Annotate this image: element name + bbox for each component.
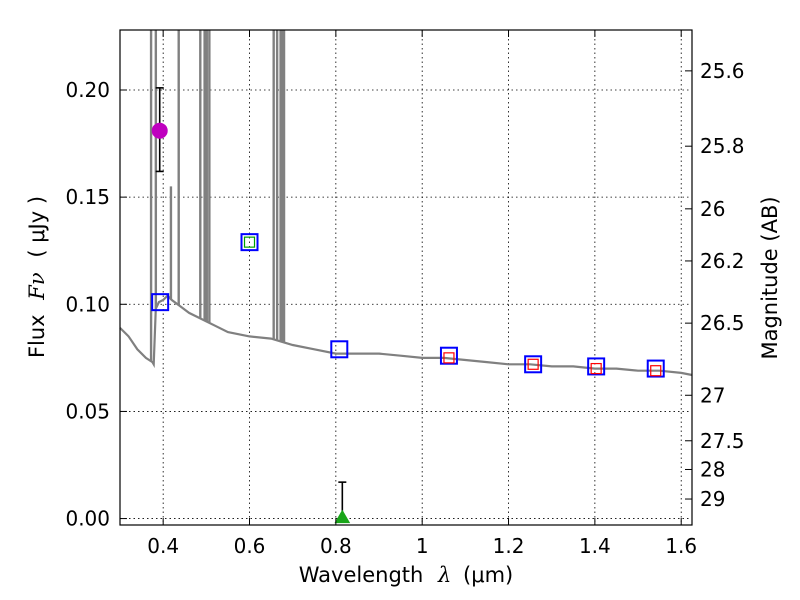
- observed-point: [151, 122, 168, 139]
- x-tick-label: 1: [416, 534, 429, 558]
- model-photometry-square: [151, 293, 170, 312]
- synthetic-photometry-square: [590, 362, 602, 375]
- magnitude-axis-label: Magnitude (AB): [758, 196, 782, 359]
- model-photometry: [151, 233, 665, 378]
- magnitude-tick-label: 27: [700, 383, 725, 407]
- y-axis-label: Flux Fν ( μJy ): [25, 196, 49, 358]
- model-photometry-square: [587, 357, 606, 376]
- y-ticks: 0.00 0.05 0.10 0.15 0.20: [65, 78, 127, 531]
- y-axis-label-unit: ( μJy ): [25, 196, 49, 258]
- y-axis-label-symbol: Fν: [25, 272, 49, 301]
- model-photometry-square: [646, 359, 665, 378]
- magnitude-tick-label: 29: [700, 487, 725, 511]
- x-axis-label-symbol: λ: [437, 563, 451, 587]
- magnitude-tick-label: 26: [700, 197, 725, 221]
- synthetic-photometry-square: [243, 236, 256, 248]
- magnitude-tick-label: 26.2: [700, 249, 745, 273]
- x-tick-label: 0.8: [320, 534, 352, 558]
- x-axis-label: Wavelength λ (μm): [299, 563, 513, 587]
- x-axis-label-unit: (μm): [463, 563, 513, 587]
- x-tick-label: 0.4: [147, 534, 179, 558]
- x-tick-label: 0.6: [234, 534, 266, 558]
- emission-lines: [149, 30, 286, 362]
- synthetic-photometry-square: [527, 358, 539, 370]
- x-tick-label: 1.4: [579, 534, 611, 558]
- model-photometry-square: [524, 355, 543, 374]
- magnitude-ticks: 25.6 25.8 26 26.2 26.5 27 27.5 28 29: [685, 59, 745, 511]
- observed-upper-limit: [334, 509, 351, 524]
- synthetic-photometry-square: [650, 365, 662, 377]
- x-axis-label-prefix: Wavelength: [299, 563, 424, 587]
- synthetic-photometry-square: [443, 352, 455, 364]
- magnitude-tick-label: 25.8: [700, 134, 745, 158]
- model-photometry-square: [330, 340, 349, 359]
- model-photometry-square: [240, 233, 259, 252]
- y-tick-label: 0.10: [65, 292, 110, 316]
- grid: [120, 30, 692, 525]
- observed-points: [151, 87, 351, 524]
- y-tick-label: 0.00: [65, 507, 110, 531]
- y-tick-label: 0.15: [65, 185, 110, 209]
- x-ticks: 0.4 0.6 0.8 1 1.2 1.4 1.6: [147, 30, 697, 558]
- y-axis-label-prefix: Flux: [25, 314, 49, 358]
- plot-frame: [119, 29, 693, 526]
- model-photometry-square: [439, 346, 458, 365]
- inner-photometry: [243, 236, 662, 377]
- x-tick-label: 1.2: [493, 534, 525, 558]
- magnitude-tick-label: 27.5: [700, 429, 745, 453]
- y-tick-label: 0.05: [65, 399, 110, 423]
- sed-model-continuum: [119, 294, 693, 377]
- magnitude-tick-label: 25.6: [700, 59, 745, 83]
- magnitude-tick-label: 26.5: [700, 311, 745, 335]
- magnitude-tick-label: 28: [700, 457, 725, 481]
- x-tick-label: 1.6: [665, 534, 697, 558]
- y-tick-label: 0.20: [65, 78, 110, 102]
